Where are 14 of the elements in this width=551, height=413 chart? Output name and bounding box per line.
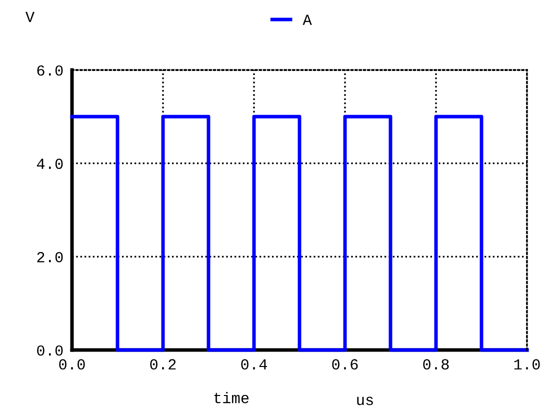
y-tick-label: 4.0 [36,158,63,170]
y-axis-title: V [25,12,34,22]
legend-label: A [302,14,312,25]
x-axis-title: time [214,392,249,404]
x-tick-label: 0.4 [241,359,267,370]
x-tick-label: 0.2 [150,359,176,370]
y-tick-label: 6.0 [37,65,63,76]
y-tick-label: 0.0 [37,345,63,356]
x-tick-label: 0.6 [332,359,358,370]
y-tick-label: 2.0 [37,252,63,262]
x-tick-label: 1.0 [514,359,540,370]
x-tick-label: 0.0 [59,359,85,370]
text: us [357,396,373,406]
x-tick-label: 0.8 [423,359,449,370]
